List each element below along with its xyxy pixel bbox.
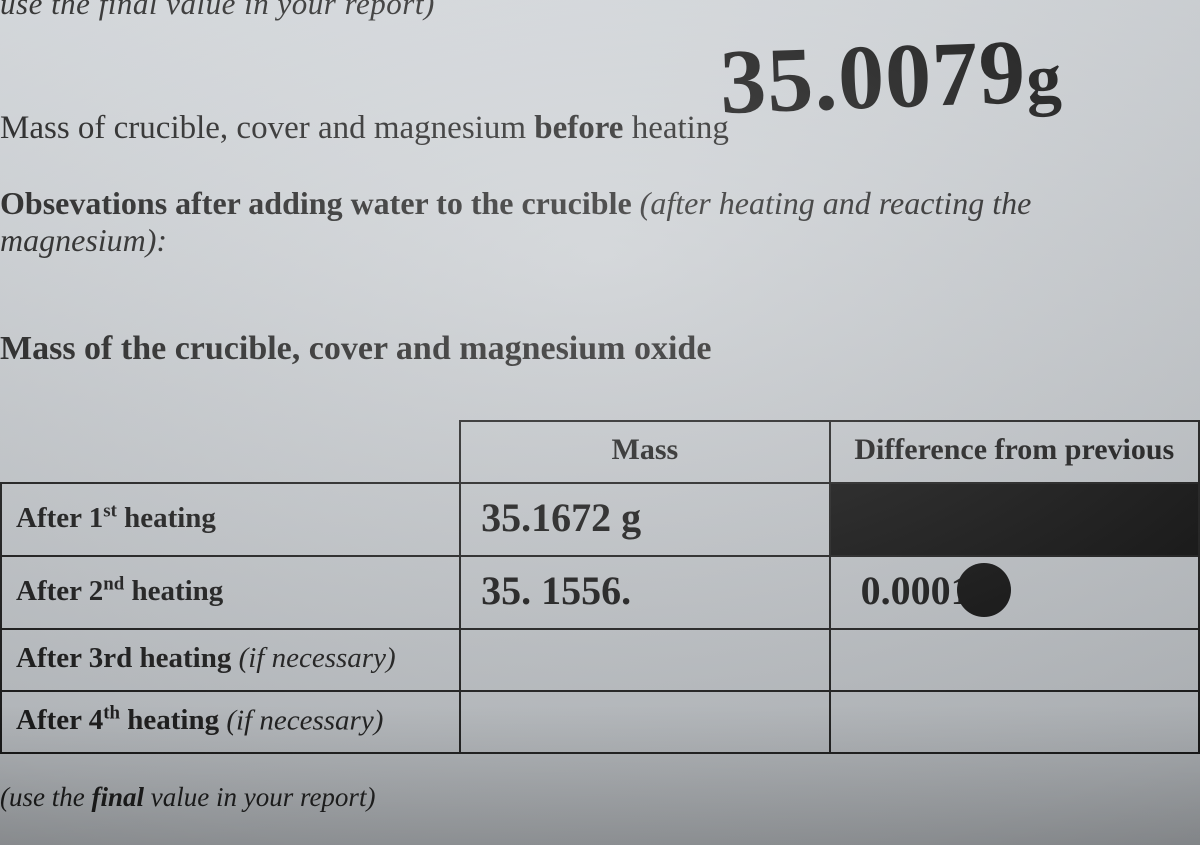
r1-sup: st	[103, 500, 117, 521]
mc-prefix: Mass of crucible, cover and magnesium	[0, 110, 534, 146]
row1-label: After 1st heating	[1, 483, 460, 556]
r4-post: heating	[120, 704, 226, 736]
mc-value-num: 35.0079	[718, 20, 1027, 133]
mass-oxide-heading: Mass of the crucible, cover and magnesiu…	[0, 330, 711, 368]
mc-value-unit: g	[1025, 40, 1064, 118]
table-row: After 1st heating 35.1672 g	[1, 483, 1199, 556]
worksheet-page: use the final value in your report) Mass…	[0, 0, 1200, 845]
table-row: After 4th heating (if necessary)	[1, 691, 1199, 753]
row1-diff-blackout	[830, 483, 1199, 556]
row3-mass	[460, 629, 829, 691]
r4-pre: After 4	[16, 704, 103, 736]
r4-sup: th	[103, 703, 120, 724]
heating-table: Mass Difference from previous After 1st …	[0, 420, 1200, 754]
row3-label: After 3rd heating (if necessary)	[1, 629, 460, 691]
r2-pre: After 2	[16, 575, 103, 607]
cutoff-text: use the final value in your report)	[0, 0, 435, 22]
fn-post: value in your report)	[144, 782, 375, 812]
r4-ifnec: (if necessary)	[226, 704, 383, 736]
mc-suffix: heating	[623, 110, 728, 146]
fn-pre: (use the	[0, 782, 91, 812]
footnote: (use the final value in your report)	[0, 782, 375, 813]
table-row: After 3rd heating (if necessary)	[1, 629, 1199, 691]
mass-before-value: 35.0079g	[718, 24, 1063, 128]
r1-post: heating	[117, 502, 216, 534]
row1-mass: 35.1672 g	[481, 495, 641, 540]
row2-diff: 0.0001 ●	[861, 567, 1005, 614]
r2-sup: nd	[103, 573, 124, 594]
row4-diff	[830, 691, 1199, 753]
observations-label: Obsevations after adding water to the cr…	[0, 185, 1200, 259]
blank-header	[1, 421, 460, 483]
row3-diff	[830, 629, 1199, 691]
obs-lead: Obsevations after adding water to the cr…	[0, 185, 640, 221]
mc-bold: before	[534, 110, 623, 146]
row4-mass	[460, 691, 829, 753]
fn-bold: final	[91, 782, 144, 812]
table-row: After 2nd heating 35. 1556. 0.0001 ●	[1, 556, 1199, 629]
col-mass: Mass	[460, 421, 829, 483]
row4-label: After 4th heating (if necessary)	[1, 691, 460, 753]
r1-pre: After 1	[16, 502, 103, 534]
table-header-row: Mass Difference from previous	[1, 421, 1199, 483]
r3-pre: After 3rd heating	[16, 642, 239, 674]
col-diff: Difference from previous	[830, 421, 1199, 483]
r3-ifnec: (if necessary)	[239, 642, 396, 674]
row2-label: After 2nd heating	[1, 556, 460, 629]
r2-post: heating	[124, 575, 223, 607]
row2-mass: 35. 1556.	[481, 568, 631, 613]
mass-before-label: Mass of crucible, cover and magnesium be…	[0, 110, 729, 147]
